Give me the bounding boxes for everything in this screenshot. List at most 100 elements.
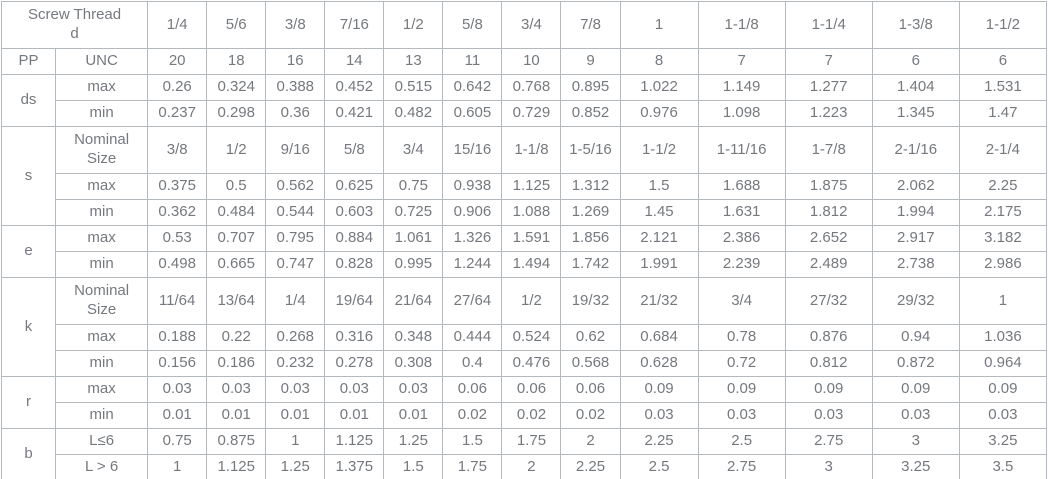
row-label: UNC: [55, 48, 149, 75]
table-cell: 0.642: [442, 74, 503, 101]
table-cell: 0.26: [147, 74, 208, 101]
table-cell: 0.795: [265, 225, 326, 252]
table-cell: 13: [383, 48, 444, 75]
table-cell: 0.388: [265, 74, 326, 101]
table-cell: 3: [871, 428, 960, 455]
table-cell: 2.75: [784, 428, 873, 455]
column-header: 3/4: [501, 1, 562, 49]
table-cell: 0.603: [324, 199, 385, 226]
table-cell: 1-5/16: [560, 126, 621, 174]
table-cell: 6: [958, 48, 1048, 75]
table-cell: 21/32: [619, 277, 699, 325]
table-cell: 14: [324, 48, 385, 75]
table-cell: 2.738: [871, 251, 960, 278]
table-cell: 1.022: [619, 74, 699, 101]
table-cell: 27/64: [442, 277, 503, 325]
table-cell: 2.75: [697, 454, 786, 479]
table-cell: 15/16: [442, 126, 503, 174]
table-cell: 0.186: [206, 350, 267, 377]
table-cell: 1-1/2: [619, 126, 699, 174]
table-cell: 0.03: [619, 402, 699, 429]
table-cell: 0.524: [501, 324, 562, 351]
table-cell: 0.828: [324, 251, 385, 278]
table-cell: 0.875: [206, 428, 267, 455]
table-cell: 1.269: [560, 199, 621, 226]
table-row: min 0.498 0.665 0.747 0.828 0.995 1.244 1.494 1.…: [2, 251, 1048, 278]
row-label: min: [55, 350, 149, 377]
table-cell: 0.02: [501, 402, 562, 429]
table-cell: 9: [560, 48, 621, 75]
table-cell: 1-7/8: [784, 126, 873, 174]
row-label: L > 6: [55, 454, 149, 479]
table-cell: 1.223: [784, 100, 873, 127]
row-label: max: [55, 376, 149, 403]
table-cell: 0.605: [442, 100, 503, 127]
row-label: min: [55, 251, 149, 278]
corner-header-line: d: [70, 25, 79, 42]
row-label: max: [55, 324, 149, 351]
table-cell: 0.268: [265, 324, 326, 351]
table-cell: 20: [147, 48, 208, 75]
table-cell: 0.72: [697, 350, 786, 377]
table-cell: 0.625: [324, 173, 385, 200]
table-cell: 1.5: [619, 173, 699, 200]
table-cell: 8: [619, 48, 699, 75]
table-cell: 0.938: [442, 173, 503, 200]
column-header: 1: [619, 1, 699, 49]
table-cell: 0.06: [501, 376, 562, 403]
table-cell: 0.03: [147, 376, 208, 403]
row-group-label: ds: [0, 74, 57, 127]
table-cell: 1.25: [383, 428, 444, 455]
table-cell: 0.01: [383, 402, 444, 429]
table-cell: 0.316: [324, 324, 385, 351]
table-cell: 0.03: [383, 376, 444, 403]
table-cell: 1.688: [697, 173, 786, 200]
table-cell: 0.452: [324, 74, 385, 101]
table-cell: 0.872: [871, 350, 960, 377]
table-cell: 7: [697, 48, 786, 75]
table-cell: 1.125: [206, 454, 267, 479]
table-cell: 0.628: [619, 350, 699, 377]
table-cell: 0.725: [383, 199, 444, 226]
table-cell: 1.25: [265, 454, 326, 479]
table-cell: 2.175: [958, 199, 1048, 226]
table-cell: 7: [784, 48, 873, 75]
table-cell: 3/4: [697, 277, 786, 325]
row-label: Nominal Size: [55, 126, 149, 174]
table-cell: 3.25: [871, 454, 960, 479]
table-row: e max 0.53 0.707 0.795 0.884 1.061 1.326 1.591 1.…: [0, 225, 1048, 278]
table-cell: 0.747: [265, 251, 326, 278]
row-label: min: [55, 402, 149, 429]
table-cell: 0.01: [206, 402, 267, 429]
table-cell: 0.684: [619, 324, 699, 351]
column-header: 5/8: [442, 1, 503, 49]
table-cell: 2-1/16: [871, 126, 960, 174]
column-header: 7/8: [560, 1, 621, 49]
table-row: max 0.375 0.5 0.562 0.625 0.75 0.938 1.125 1.312…: [2, 173, 1048, 200]
table-cell: 1.45: [619, 199, 699, 226]
table-cell: 0.562: [265, 173, 326, 200]
row-label: max: [55, 74, 149, 101]
table-cell: 2.986: [958, 251, 1048, 278]
table-cell: 3.25: [958, 428, 1048, 455]
table-cell: 0.568: [560, 350, 621, 377]
table-cell: 2.386: [697, 225, 786, 252]
table-cell: 1: [265, 428, 326, 455]
table-cell: 0.976: [619, 100, 699, 127]
table-cell: 0.75: [147, 428, 208, 455]
table-cell: 0.75: [383, 173, 444, 200]
table-cell: 0.09: [958, 376, 1048, 403]
table-cell: 0.476: [501, 350, 562, 377]
table-cell: 0.03: [697, 402, 786, 429]
table-cell: 1.036: [958, 324, 1048, 351]
table-row: min 0.01 0.01 0.01 0.01 0.01 0.02 0.02 0.02 0.03 0…: [2, 402, 1048, 429]
table-cell: 0.812: [784, 350, 873, 377]
table-row: min 0.237 0.298 0.36 0.421 0.482 0.605 0.729 0.8…: [2, 100, 1048, 127]
table-cell: 1.277: [784, 74, 873, 101]
table-cell: 11/64: [147, 277, 208, 325]
table-cell: 0.09: [697, 376, 786, 403]
table-cell: 0.09: [871, 376, 960, 403]
table-cell: 1.312: [560, 173, 621, 200]
table-cell: 0.232: [265, 350, 326, 377]
